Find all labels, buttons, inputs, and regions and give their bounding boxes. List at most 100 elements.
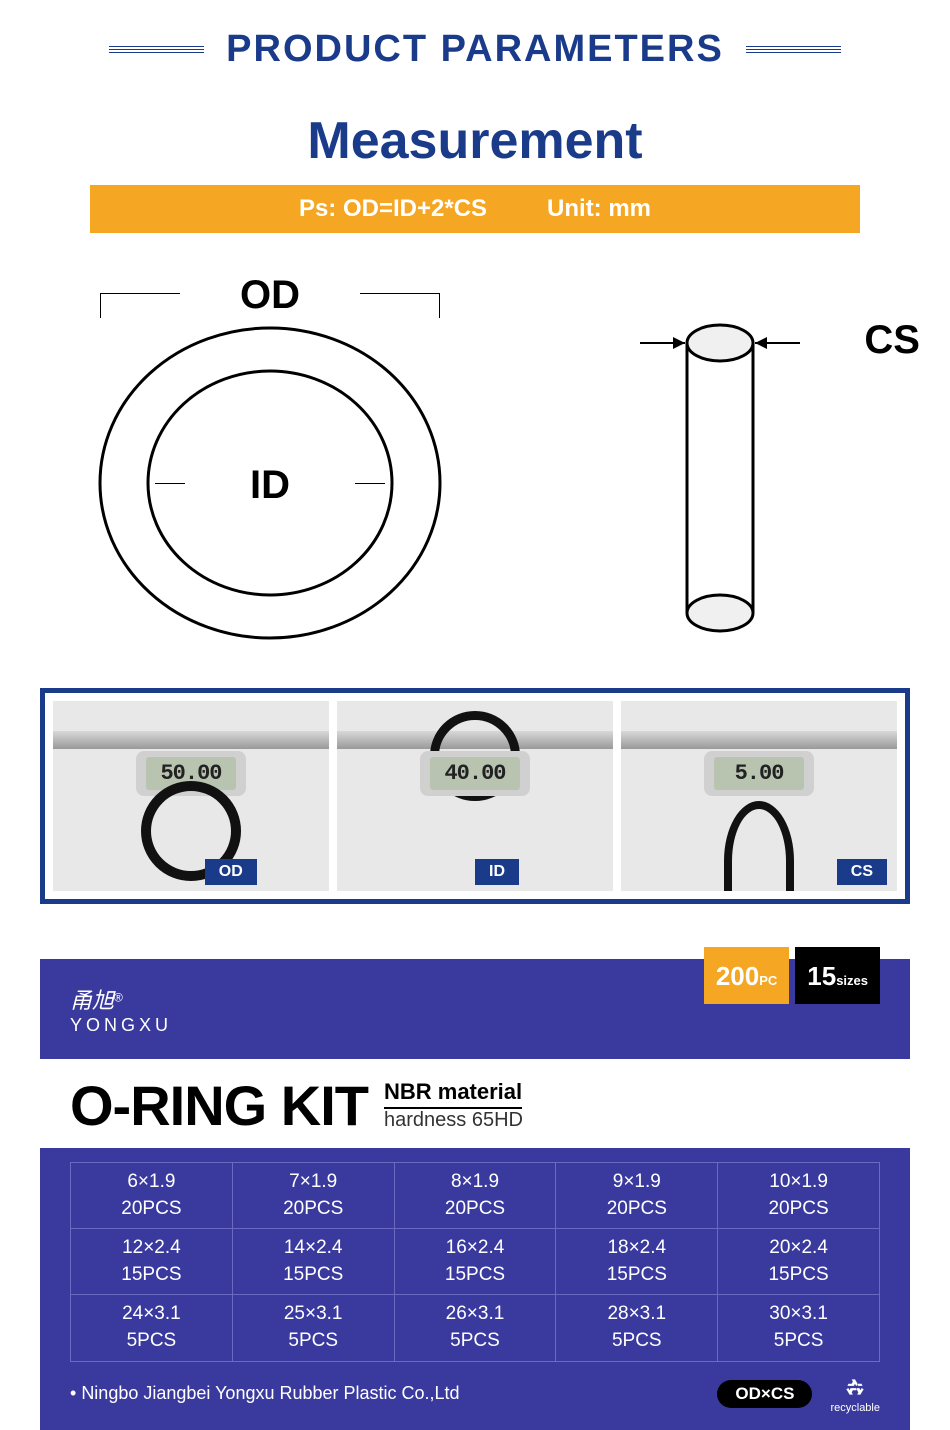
formula-text: Ps: OD=ID+2*CS (299, 195, 487, 223)
page-header: PRODUCT PARAMETERS (0, 0, 950, 91)
size-cell: 9×1.920PCS (556, 1163, 718, 1229)
qty-value: 15PCS (237, 1262, 390, 1289)
oring-sample-icon (724, 801, 794, 891)
header-title: PRODUCT PARAMETERS (226, 28, 724, 71)
size-value: 6×1.9 (75, 1169, 228, 1196)
unit-text: Unit: mm (547, 195, 651, 223)
size-cell: 12×2.415PCS (71, 1229, 233, 1295)
recyclable-badge: recyclable (830, 1374, 880, 1414)
kit-size-panel: 6×1.920PCS7×1.920PCS8×1.920PCS9×1.920PCS… (40, 1148, 910, 1430)
qty-value: 15PCS (399, 1262, 552, 1289)
caliper-display: 40.00 (420, 751, 530, 796)
size-value: 25×3.1 (237, 1301, 390, 1328)
kit-tags: 200PC 15sizes (704, 947, 880, 1004)
size-cell: 24×3.15PCS (71, 1295, 233, 1361)
measurement-title: Measurement (90, 111, 860, 171)
qty-value: 20PCS (75, 1196, 228, 1223)
qty-value: 20PCS (722, 1196, 875, 1223)
decorative-line-right (746, 49, 841, 51)
caliper-label: OD (205, 859, 257, 885)
qty-value: 5PCS (560, 1328, 713, 1355)
decorative-line-left (109, 49, 204, 51)
qty-value: 20PCS (560, 1196, 713, 1223)
size-value: 26×3.1 (399, 1301, 552, 1328)
cs-label: CS (864, 318, 920, 363)
size-table: 6×1.920PCS7×1.920PCS8×1.920PCS9×1.920PCS… (70, 1162, 880, 1362)
caliper-cs-photo: 5.00 CS (621, 701, 897, 891)
qty-value: 5PCS (75, 1328, 228, 1355)
caliper-id-photo: 40.00 ID (337, 701, 613, 891)
caliper-reading: 40.00 (430, 757, 520, 790)
qty-value: 5PCS (399, 1328, 552, 1355)
size-value: 20×2.4 (722, 1235, 875, 1262)
id-dimension-line (155, 483, 185, 484)
brand-name-en: YONGXU (70, 1015, 172, 1036)
size-cell: 20×2.415PCS (718, 1229, 880, 1295)
size-cell: 18×2.415PCS (556, 1229, 718, 1295)
recycle-icon (842, 1374, 868, 1400)
kit-title: O-RING KIT (70, 1073, 368, 1138)
table-row: 6×1.920PCS7×1.920PCS8×1.920PCS9×1.920PCS… (71, 1163, 880, 1229)
tag-unit: sizes (836, 973, 868, 988)
tag-unit: PC (759, 973, 777, 988)
caliper-od-photo: 50.00 OD (53, 701, 329, 891)
kit-label-header: 甬旭® YONGXU 200PC 15sizes (40, 959, 910, 1059)
qty-value: 5PCS (722, 1328, 875, 1355)
size-cell: 7×1.920PCS (232, 1163, 394, 1229)
size-value: 14×2.4 (237, 1235, 390, 1262)
size-count-tag: 15sizes (795, 947, 880, 1004)
size-value: 24×3.1 (75, 1301, 228, 1328)
od-dimension-line (100, 293, 180, 294)
recyclable-text: recyclable (830, 1402, 880, 1414)
od-dimension-line (360, 293, 440, 294)
oring-side-icon (640, 323, 800, 643)
size-value: 10×1.9 (722, 1169, 875, 1196)
od-label: OD (240, 273, 300, 318)
qty-value: 15PCS (560, 1262, 713, 1289)
id-dimension-line (355, 483, 385, 484)
size-cell: 30×3.15PCS (718, 1295, 880, 1361)
caliper-reading: 5.00 (714, 757, 804, 790)
kit-label-card: 甬旭® YONGXU 200PC 15sizes O-RING KIT NBR … (40, 959, 910, 1430)
kit-footer: Ningbo Jiangbei Yongxu Rubber Plastic Co… (70, 1374, 880, 1414)
dimension-diagram: OD ID CS (0, 243, 950, 678)
size-value: 12×2.4 (75, 1235, 228, 1262)
size-cell: 10×1.920PCS (718, 1163, 880, 1229)
qty-value: 15PCS (75, 1262, 228, 1289)
kit-material: NBR material hardness 65HD (384, 1079, 880, 1132)
size-value: 16×2.4 (399, 1235, 552, 1262)
size-value: 28×3.1 (560, 1301, 713, 1328)
kit-title-row: O-RING KIT NBR material hardness 65HD (40, 1059, 910, 1148)
table-row: 24×3.15PCS25×3.15PCS26×3.15PCS28×3.15PCS… (71, 1295, 880, 1361)
table-row: 12×2.415PCS14×2.415PCS16×2.415PCS18×2.41… (71, 1229, 880, 1295)
size-cell: 14×2.415PCS (232, 1229, 394, 1295)
qty-value: 15PCS (722, 1262, 875, 1289)
qty-value: 5PCS (237, 1328, 390, 1355)
odcs-badge: OD×CS (717, 1380, 812, 1408)
size-value: 7×1.9 (237, 1169, 390, 1196)
size-cell: 28×3.15PCS (556, 1295, 718, 1361)
size-cell: 16×2.415PCS (394, 1229, 556, 1295)
caliper-photo-strip: 50.00 OD 40.00 ID 5.00 CS (40, 688, 910, 904)
size-value: 9×1.9 (560, 1169, 713, 1196)
id-label: ID (250, 463, 290, 508)
material-line2: hardness 65HD (384, 1109, 880, 1132)
formula-banner: Ps: OD=ID+2*CS Unit: mm (90, 185, 860, 233)
caliper-label: CS (837, 859, 887, 885)
size-value: 30×3.1 (722, 1301, 875, 1328)
qty-value: 20PCS (399, 1196, 552, 1223)
size-value: 8×1.9 (399, 1169, 552, 1196)
ring-diagram: OD ID (90, 283, 450, 648)
material-line1: NBR material (384, 1079, 522, 1109)
pc-count-tag: 200PC (704, 947, 789, 1004)
caliper-display: 5.00 (704, 751, 814, 796)
size-value: 18×2.4 (560, 1235, 713, 1262)
size-cell: 6×1.920PCS (71, 1163, 233, 1229)
caliper-label: ID (475, 859, 519, 885)
size-cell: 26×3.15PCS (394, 1295, 556, 1361)
brand-name-cn: 甬旭 (70, 988, 114, 1013)
cross-section-diagram: CS (640, 283, 860, 648)
qty-value: 20PCS (237, 1196, 390, 1223)
tag-value: 200 (716, 961, 759, 991)
size-cell: 8×1.920PCS (394, 1163, 556, 1229)
